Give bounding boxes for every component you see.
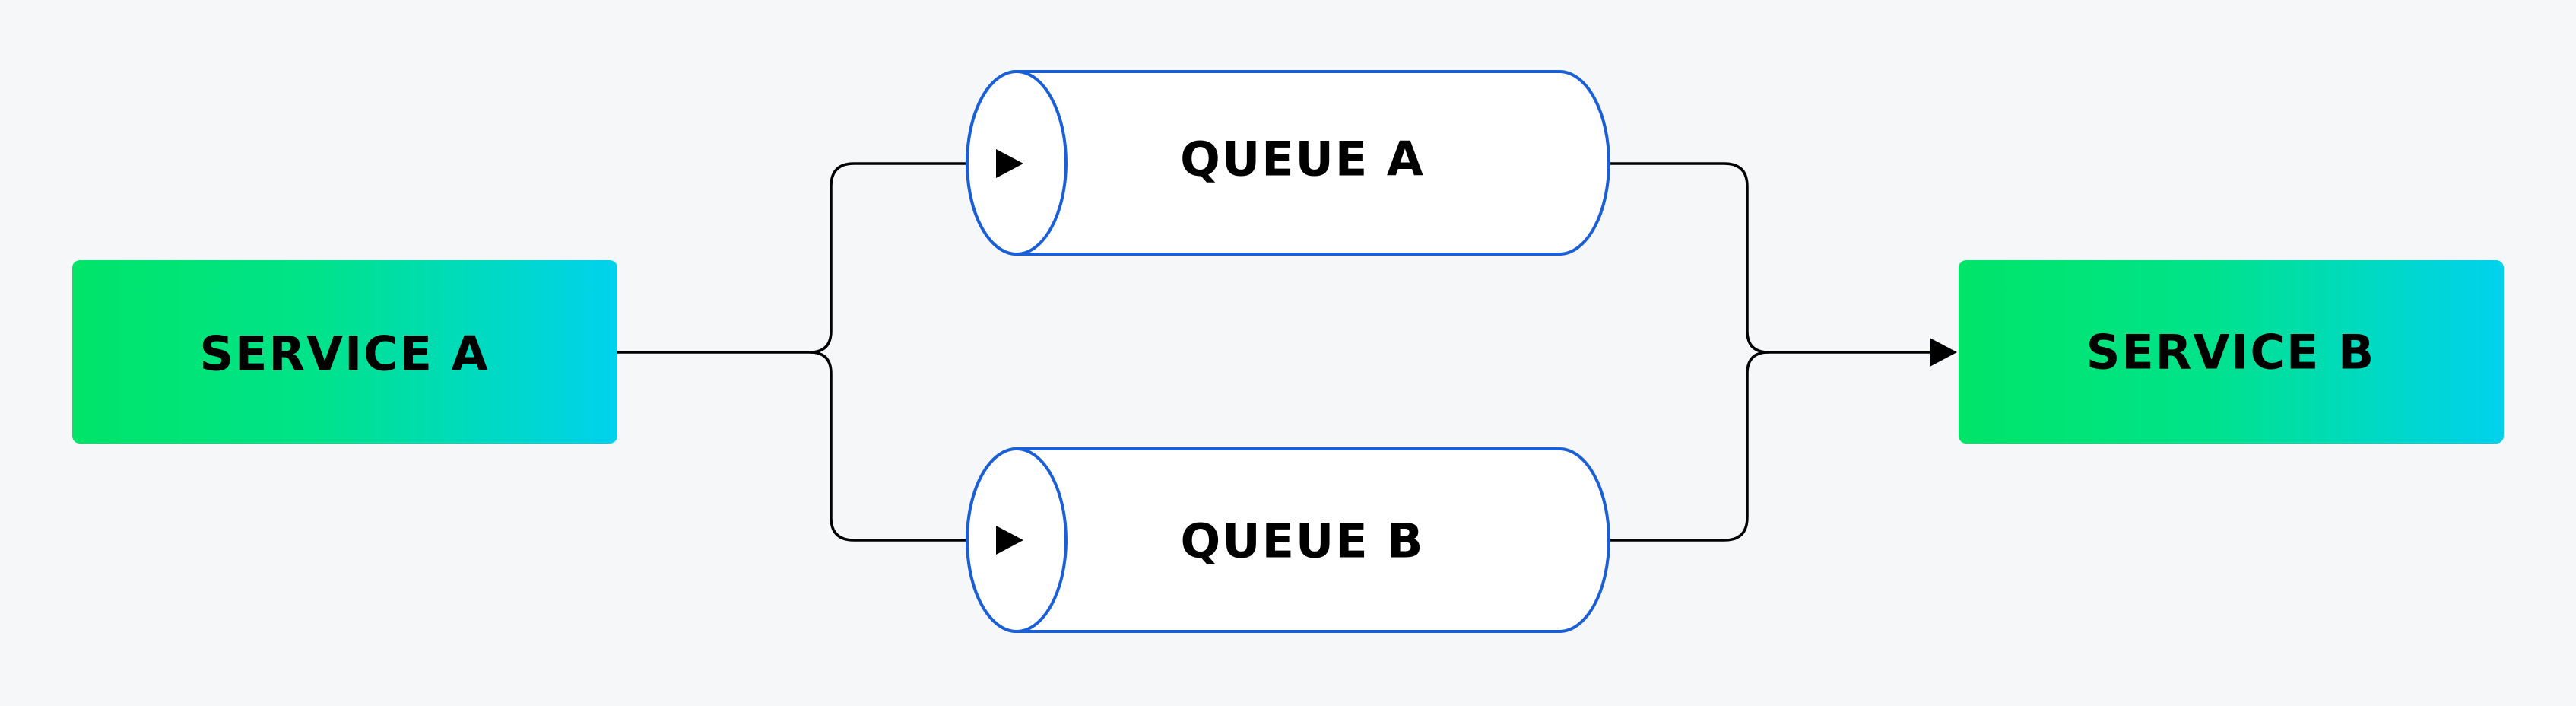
arrowhead-into-queue-a — [996, 149, 1023, 178]
queue-b-label: QUEUE B — [1181, 514, 1425, 569]
service-b-box — [1959, 260, 2504, 444]
queue-b-node[interactable]: QUEUE B — [966, 447, 1610, 633]
connector-service-a-to-queue-b — [809, 351, 1002, 542]
service-a-node[interactable]: SERVICE A — [72, 260, 617, 444]
arrowhead-into-service-b — [1930, 338, 1957, 367]
arrowhead-into-queue-b — [996, 526, 1023, 555]
connector-queue-b-to-service-b — [1608, 351, 1769, 542]
service-a-box — [72, 260, 617, 444]
connector-queue-a-to-service-b — [1608, 162, 1931, 354]
service-a-label: SERVICE A — [199, 326, 489, 382]
service-b-label: SERVICE B — [2086, 325, 2376, 380]
queue-a-label: QUEUE A — [1180, 132, 1425, 187]
service-b-node[interactable]: SERVICE B — [1959, 260, 2504, 444]
queue-a-node[interactable]: QUEUE A — [966, 70, 1610, 256]
connector-service-a-to-queue-a — [616, 162, 1002, 354]
